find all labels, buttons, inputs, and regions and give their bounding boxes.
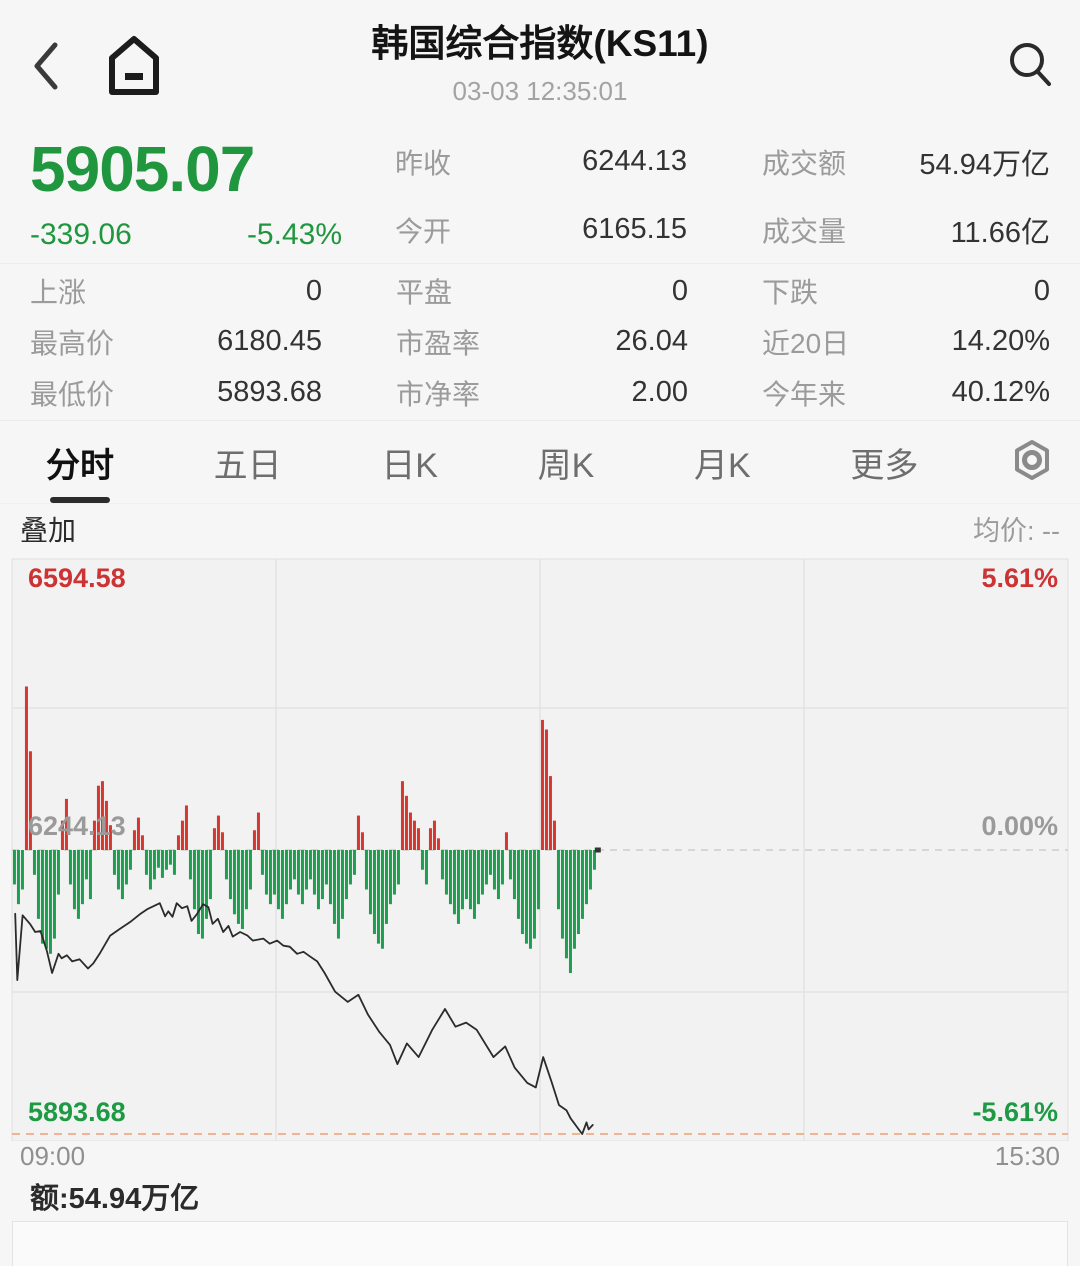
stat-value: 14.20% <box>951 325 1050 358</box>
stat-item: 近20日 14.20% <box>762 322 1050 362</box>
stat-item: 昨收 6244.13 <box>395 141 687 183</box>
quote-timestamp: 03-03 12:35:01 <box>452 76 628 106</box>
time-axis-end: 15:30 <box>994 1140 1060 1171</box>
back-button[interactable] <box>26 38 66 94</box>
stat-label: 平盘 <box>396 277 453 309</box>
stat-label: 下跌 <box>762 277 819 309</box>
stat-value: 0 <box>1033 274 1050 307</box>
chart-zero-pct-label: 0.00% <box>981 811 1058 841</box>
stat-label: 上涨 <box>30 277 87 309</box>
overlay-button[interactable]: 叠加 <box>20 514 77 546</box>
stat-value: 6244.13 <box>582 145 687 177</box>
price-change: -339.06 <box>30 218 132 251</box>
last-price: 5905.07 <box>30 133 255 205</box>
stat-label: 今开 <box>395 215 452 247</box>
home-button[interactable] <box>102 34 166 98</box>
search-icon <box>1010 43 1051 86</box>
stat-value: 0 <box>671 274 688 307</box>
stat-value: 54.94万亿 <box>919 148 1050 181</box>
stat-label: 成交量 <box>762 215 847 247</box>
stat-item: 今年来 40.12% <box>762 373 1050 413</box>
stat-value: 40.12% <box>951 376 1050 409</box>
stats-grid: 上涨 0 平盘 0 下跌 0 最高价 6180.45 市盈率 26.04 近20日 14.20% 最低价… <box>0 264 1080 420</box>
chart-max-pct-label: 5.61% <box>981 563 1058 593</box>
time-axis: 09:00 15:30 <box>0 1141 1080 1171</box>
header: 韩国综合指数(KS11) 03-03 12:35:01 <box>0 0 1080 128</box>
stat-value: 5893.68 <box>217 376 322 409</box>
stat-item: 平盘 0 <box>396 271 688 311</box>
tab-more[interactable]: 更多 <box>850 446 919 485</box>
chart-period-tabs: 分时 五日 日K 周K 月K 更多 <box>0 421 1080 503</box>
indicator-settings-icon[interactable] <box>1010 436 1054 489</box>
chart-min-price-label: 5893.68 <box>28 1097 126 1127</box>
stat-item: 成交额 54.94万亿 <box>762 141 1050 183</box>
stat-label: 市净率 <box>396 378 481 410</box>
stat-value: 11.66亿 <box>950 216 1050 249</box>
stat-item: 市盈率 26.04 <box>396 322 688 362</box>
home-icon <box>109 36 159 95</box>
intraday-chart[interactable]: 6594.58 5.61% 6244.13 0.00% 5893.68 -5.6… <box>0 553 1080 1141</box>
tab-minute[interactable]: 分时 <box>38 424 122 501</box>
tab-day-k[interactable]: 日K <box>381 446 438 485</box>
stat-item: 最低价 5893.68 <box>30 373 322 413</box>
time-axis-start: 09:00 <box>20 1140 86 1171</box>
stat-label: 成交额 <box>762 147 847 179</box>
stat-label: 今年来 <box>762 378 847 410</box>
chart-max-price-label: 6594.58 <box>28 563 126 593</box>
stat-value: 26.04 <box>615 325 688 358</box>
turnover-readout: 额:54.94万亿 <box>30 1183 200 1215</box>
chart-canvas[interactable] <box>0 553 1080 1141</box>
tab-month-k[interactable]: 月K <box>694 446 751 485</box>
overlay-row: 叠加 均价: -- <box>0 503 1080 553</box>
page-title: 韩国综合指数(KS11) <box>371 23 709 64</box>
price-block: 5905.07 -339.06 -5.43% <box>30 128 360 263</box>
volume-panel <box>12 1221 1068 1266</box>
stat-label: 最低价 <box>30 378 115 410</box>
stat-value: 6165.15 <box>582 213 687 245</box>
chevron-left-icon <box>34 42 58 90</box>
divider <box>0 420 1080 421</box>
stat-value: 2.00 <box>631 376 688 409</box>
stat-label: 最高价 <box>30 327 115 359</box>
stat-item: 今开 6165.15 <box>395 209 687 251</box>
stat-item: 下跌 0 <box>762 271 1050 311</box>
price-change-pct: -5.43% <box>246 218 342 251</box>
tab-five-day[interactable]: 五日 <box>213 446 282 485</box>
search-button[interactable] <box>1004 36 1056 92</box>
stat-item: 上涨 0 <box>30 271 322 311</box>
quote-summary: 5905.07 -339.06 -5.43% 昨收 6244.13 成交额 54.94… <box>0 128 1080 263</box>
stat-label: 昨收 <box>395 147 452 179</box>
tab-week-k[interactable]: 周K <box>537 446 595 485</box>
stats-top-grid: 昨收 6244.13 成交额 54.94万亿今开 6165.15 成交量 11.66亿 <box>360 128 1050 263</box>
chart-prevclose-label: 6244.13 <box>28 811 126 841</box>
stat-label: 市盈率 <box>396 327 481 359</box>
stat-value: 6180.45 <box>217 325 322 358</box>
chart-min-pct-label: -5.61% <box>972 1097 1058 1127</box>
divider <box>0 263 1080 264</box>
stat-item: 市净率 2.00 <box>396 373 688 413</box>
stat-item: 成交量 11.66亿 <box>762 209 1050 251</box>
stat-label: 近20日 <box>762 327 850 359</box>
average-price-readout: 均价: -- <box>973 516 1060 546</box>
stat-value: 0 <box>305 274 322 307</box>
stat-item: 最高价 6180.45 <box>30 322 322 362</box>
